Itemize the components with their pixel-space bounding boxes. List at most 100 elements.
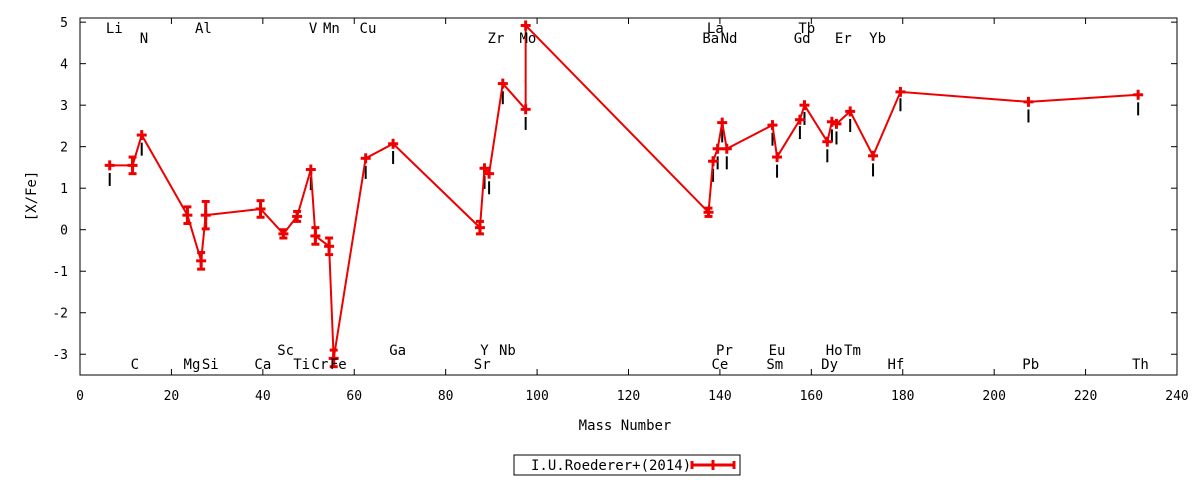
x-tick-label: 180 <box>891 389 914 404</box>
red-data-point <box>278 228 289 240</box>
red-data-point <box>703 206 714 218</box>
x-tick-label: 140 <box>708 389 731 404</box>
x-tick-label: 220 <box>1074 389 1097 404</box>
element-label: Cu <box>360 21 377 37</box>
element-label: Nd <box>721 31 738 47</box>
x-tick-label: 20 <box>164 389 180 404</box>
red-data-point <box>772 152 783 163</box>
y-tick-label: -1 <box>52 265 68 280</box>
element-label: Li <box>106 21 123 37</box>
legend-swatch <box>690 460 736 470</box>
red-data-point <box>708 156 719 167</box>
y-tick-label: 1 <box>60 182 68 197</box>
red-series <box>104 20 1144 369</box>
x-tick-label: 60 <box>346 389 362 404</box>
y-tick-label: -2 <box>52 307 68 322</box>
red-data-point <box>520 104 531 115</box>
element-label: Tm <box>844 343 861 359</box>
series-line <box>109 23 1139 359</box>
x-tick-label: 100 <box>525 389 548 404</box>
y-tick-label: 2 <box>60 141 68 156</box>
x-tick-label: 160 <box>800 389 823 404</box>
element-label: Sr <box>474 357 491 373</box>
element-label: Ba <box>702 31 719 47</box>
red-data-point <box>794 114 805 125</box>
red-data-point <box>360 153 371 164</box>
element-label: Si <box>202 357 219 373</box>
element-label: V <box>309 21 318 37</box>
red-data-point <box>712 143 723 154</box>
red-data-point <box>324 236 335 257</box>
element-label: Sc <box>277 343 294 359</box>
red-data-point <box>182 205 193 225</box>
element-label: Zr <box>488 31 505 47</box>
element-label: Fe <box>330 357 347 373</box>
red-data-point <box>767 120 778 131</box>
red-data-point <box>310 226 321 246</box>
y-tick-label: 3 <box>60 99 68 114</box>
red-data-point <box>127 155 138 176</box>
y-tick-label: 4 <box>60 58 68 73</box>
legend: I.U.Roederer+(2014) <box>513 454 741 476</box>
plot-frame <box>79 17 1178 376</box>
red-data-point <box>497 78 508 89</box>
x-tick-label: 120 <box>617 389 640 404</box>
y-tick-label: -3 <box>52 348 68 363</box>
element-label: Al <box>195 21 212 37</box>
element-label: Sm <box>766 357 783 373</box>
x-tick-label: 80 <box>438 389 454 404</box>
red-data-point <box>196 251 207 271</box>
red-data-point <box>520 20 531 31</box>
x-tick-labels: 0 20 40 60 80 100 120 140 160 180 200 220 240 <box>76 389 1189 404</box>
element-label: La <box>707 21 724 37</box>
element-label: Ca <box>254 357 271 373</box>
red-data-point <box>1023 96 1034 107</box>
black-series-markers <box>108 91 1140 195</box>
legend-label: I.U.Roederer+(2014) <box>531 458 691 474</box>
element-label: C <box>131 357 139 373</box>
element-label: Dy <box>821 357 838 373</box>
red-data-point <box>717 117 728 128</box>
element-label: Gd <box>794 31 811 47</box>
red-data-point <box>305 164 316 175</box>
red-data-point <box>868 150 879 161</box>
element-label: Ho <box>826 343 843 359</box>
red-data-point <box>328 348 339 369</box>
red-data-point <box>799 100 810 111</box>
red-data-point <box>831 118 842 129</box>
red-data-point <box>136 130 147 141</box>
red-data-point <box>822 136 833 147</box>
red-data-point <box>104 160 115 171</box>
red-data-point <box>1133 89 1144 100</box>
x-tick-label: 200 <box>982 389 1005 404</box>
element-label: Nb <box>499 343 516 359</box>
red-data-point <box>895 86 906 97</box>
element-label: Hf <box>887 357 904 373</box>
element-label: Er <box>835 31 852 47</box>
element-label: Y <box>480 343 489 359</box>
x-axis-title: Mass Number <box>579 418 672 434</box>
x-tick-label: 240 <box>1165 389 1188 404</box>
red-data-point <box>292 209 303 223</box>
y-tick-labels: 5 4 3 2 1 0 -1 -2 -3 <box>52 16 68 363</box>
y-axis-title: [X/Fe] <box>24 171 40 222</box>
element-label: N <box>140 31 148 47</box>
element-label: Tb <box>798 21 815 37</box>
x-tick-label: 0 <box>76 389 84 404</box>
element-label: Pb <box>1022 357 1039 373</box>
red-data-point <box>474 219 485 236</box>
red-data-point <box>479 163 490 174</box>
red-data-point <box>721 143 732 154</box>
element-label: Pr <box>716 343 733 359</box>
element-label: Ti <box>293 357 310 373</box>
element-label: Mo <box>520 31 537 47</box>
y-tick-label: 5 <box>60 16 68 31</box>
element-label: Ce <box>711 357 728 373</box>
element-label: Eu <box>769 343 786 359</box>
red-data-point <box>484 168 495 179</box>
element-label: Ga <box>389 343 406 359</box>
element-label: Th <box>1132 357 1149 373</box>
red-data-point <box>388 138 399 149</box>
